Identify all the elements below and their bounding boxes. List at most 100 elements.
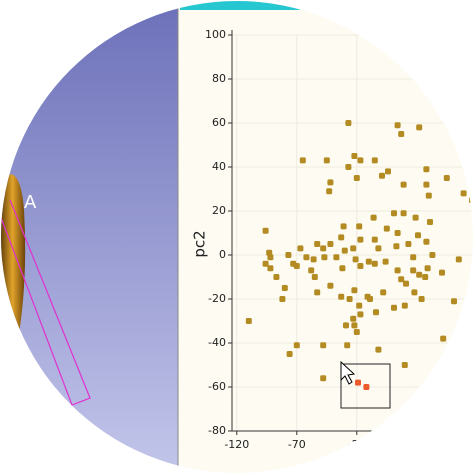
cursor (340, 360, 356, 385)
point (443, 175, 450, 181)
point (352, 256, 359, 263)
point (357, 157, 364, 164)
point (290, 260, 297, 267)
point (343, 322, 349, 329)
point (308, 267, 315, 274)
point (285, 252, 292, 258)
point (355, 379, 361, 386)
point (267, 254, 274, 261)
point (405, 241, 412, 247)
point (367, 296, 373, 302)
point (245, 318, 252, 324)
point (411, 289, 418, 296)
point (273, 274, 280, 280)
y-tick-label: -20 (208, 292, 226, 305)
point (398, 276, 405, 283)
point (333, 254, 340, 261)
point (338, 234, 345, 241)
point (353, 329, 360, 335)
point (423, 181, 430, 188)
point (394, 230, 401, 236)
y-tick-label: -60 (208, 380, 226, 393)
point (415, 232, 421, 239)
point (455, 256, 462, 263)
toolbar (180, 1, 300, 10)
selection-box (340, 363, 391, 409)
point (460, 190, 467, 197)
point (379, 172, 385, 179)
point (326, 188, 333, 195)
point (400, 210, 407, 217)
point (345, 120, 352, 126)
point (357, 263, 364, 269)
point (351, 322, 358, 329)
y-tick-label: 0 (219, 248, 226, 261)
point (327, 282, 334, 289)
point (327, 241, 334, 247)
point (321, 254, 328, 261)
y-tick-label: 40 (212, 160, 226, 173)
point (365, 258, 372, 265)
point (425, 192, 432, 199)
x-tick-label: -20 (348, 438, 366, 451)
point (423, 166, 430, 173)
point (451, 298, 457, 305)
point (320, 342, 327, 349)
point (401, 302, 408, 309)
point (394, 122, 401, 129)
point (400, 181, 407, 188)
x-tick-label: -120 (224, 438, 249, 451)
point (346, 296, 353, 302)
point (418, 296, 425, 302)
point (373, 309, 379, 316)
point (351, 153, 358, 159)
point (391, 304, 397, 311)
point (371, 260, 378, 267)
point (371, 236, 378, 243)
point (267, 265, 274, 272)
point (429, 252, 436, 258)
x-tick-label: -70 (288, 438, 306, 451)
point (339, 265, 346, 272)
y-axis-label: pc2 (191, 230, 209, 257)
point (380, 289, 387, 296)
point (281, 285, 288, 291)
point (412, 214, 419, 221)
point (385, 168, 391, 175)
scene-label: A (24, 192, 37, 213)
point (357, 311, 364, 318)
point (356, 302, 363, 309)
point (262, 227, 269, 234)
point (394, 267, 401, 274)
point (363, 384, 370, 390)
point (427, 219, 433, 225)
point (391, 210, 397, 217)
point (422, 274, 429, 280)
point (311, 274, 318, 280)
point (314, 289, 321, 296)
point (320, 245, 327, 252)
point (416, 271, 423, 278)
point (416, 124, 423, 131)
point (303, 254, 310, 261)
point (320, 375, 327, 382)
point (350, 245, 357, 252)
3d-view (1, 1, 178, 473)
y-tick-label: 60 (212, 116, 226, 129)
outline (1, 199, 91, 406)
point (262, 260, 269, 267)
point (398, 131, 405, 137)
y-tick-label: 100 (205, 28, 226, 41)
point (393, 243, 400, 250)
point (403, 280, 409, 287)
y-tick-label: -40 (208, 336, 226, 349)
point (338, 293, 345, 300)
point (401, 362, 408, 368)
point (286, 351, 293, 357)
point (297, 245, 304, 252)
point (375, 346, 382, 353)
point (382, 258, 389, 265)
point (356, 223, 363, 230)
point (424, 265, 431, 272)
